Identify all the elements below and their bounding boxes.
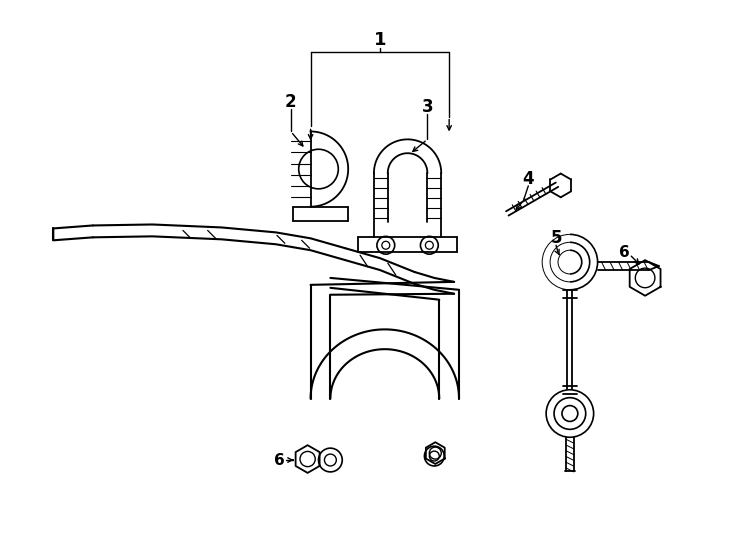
Text: 6: 6 (274, 453, 284, 468)
Text: 2: 2 (285, 93, 297, 111)
Text: 1: 1 (374, 31, 386, 49)
Text: 5: 5 (550, 230, 562, 247)
Text: 4: 4 (523, 170, 534, 188)
Text: 6: 6 (619, 245, 630, 260)
Text: 3: 3 (421, 98, 433, 116)
